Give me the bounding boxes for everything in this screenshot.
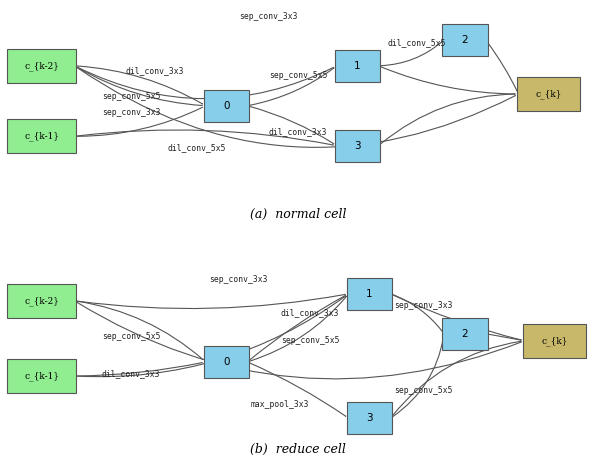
- FancyArrowPatch shape: [77, 294, 345, 308]
- FancyArrowPatch shape: [77, 66, 203, 104]
- FancyBboxPatch shape: [442, 24, 488, 56]
- FancyArrowPatch shape: [77, 107, 202, 136]
- Text: 3: 3: [366, 413, 373, 423]
- Text: sep_conv_3x3: sep_conv_3x3: [209, 275, 268, 284]
- FancyBboxPatch shape: [517, 77, 580, 111]
- FancyBboxPatch shape: [204, 90, 249, 122]
- Text: sep_conv_3x3: sep_conv_3x3: [239, 12, 297, 21]
- Text: 2: 2: [461, 329, 468, 339]
- FancyArrowPatch shape: [77, 67, 516, 148]
- FancyBboxPatch shape: [7, 284, 76, 318]
- Text: sep_conv_5x5: sep_conv_5x5: [281, 336, 339, 345]
- FancyArrowPatch shape: [393, 295, 521, 340]
- Text: sep_conv_5x5: sep_conv_5x5: [102, 331, 160, 341]
- FancyBboxPatch shape: [347, 402, 392, 434]
- Text: c_{k-1}: c_{k-1}: [24, 371, 59, 381]
- FancyArrowPatch shape: [77, 130, 333, 145]
- FancyArrowPatch shape: [77, 302, 521, 379]
- Text: 0: 0: [224, 357, 229, 367]
- FancyArrowPatch shape: [77, 67, 202, 106]
- FancyArrowPatch shape: [250, 297, 346, 361]
- Text: dil_conv_3x3: dil_conv_3x3: [269, 127, 327, 136]
- FancyBboxPatch shape: [7, 119, 76, 154]
- FancyArrowPatch shape: [77, 363, 202, 376]
- Text: (a)  normal cell: (a) normal cell: [250, 208, 346, 221]
- Text: sep_conv_5x5: sep_conv_5x5: [102, 92, 160, 101]
- Text: dil_conv_3x3: dil_conv_3x3: [281, 308, 339, 317]
- Text: 2: 2: [461, 35, 468, 45]
- FancyBboxPatch shape: [335, 50, 380, 82]
- Text: dil_conv_5x5: dil_conv_5x5: [167, 143, 226, 153]
- Text: dil_conv_3x3: dil_conv_3x3: [126, 66, 184, 75]
- Text: sep_conv_5x5: sep_conv_5x5: [394, 385, 452, 395]
- FancyArrowPatch shape: [250, 68, 334, 105]
- Text: sep_conv_3x3: sep_conv_3x3: [394, 301, 452, 310]
- FancyBboxPatch shape: [204, 346, 249, 378]
- Text: 1: 1: [354, 61, 361, 71]
- Text: 0: 0: [224, 101, 229, 111]
- FancyBboxPatch shape: [7, 359, 76, 393]
- FancyBboxPatch shape: [347, 278, 392, 310]
- FancyArrowPatch shape: [77, 296, 346, 376]
- Text: (b)  reduce cell: (b) reduce cell: [250, 443, 346, 456]
- Text: c_{k}: c_{k}: [535, 89, 561, 99]
- Text: c_{k}: c_{k}: [541, 336, 567, 345]
- FancyArrowPatch shape: [381, 42, 441, 66]
- Text: c_{k-1}: c_{k-1}: [24, 132, 59, 141]
- FancyBboxPatch shape: [523, 323, 586, 358]
- FancyArrowPatch shape: [381, 67, 515, 94]
- Text: c_{k-2}: c_{k-2}: [24, 296, 59, 306]
- FancyArrowPatch shape: [250, 363, 346, 416]
- Text: sep_conv_5x5: sep_conv_5x5: [269, 70, 327, 80]
- Text: max_pool_3x3: max_pool_3x3: [251, 400, 309, 409]
- Text: dil_conv_5x5: dil_conv_5x5: [388, 38, 446, 47]
- Text: sep_conv_3x3: sep_conv_3x3: [102, 108, 160, 118]
- FancyArrowPatch shape: [77, 67, 333, 99]
- Text: 1: 1: [366, 289, 373, 299]
- Text: c_{k-2}: c_{k-2}: [24, 61, 59, 70]
- FancyArrowPatch shape: [392, 341, 521, 416]
- Text: dil_conv_3x3: dil_conv_3x3: [102, 369, 160, 378]
- FancyArrowPatch shape: [77, 301, 203, 360]
- FancyArrowPatch shape: [393, 295, 442, 331]
- FancyBboxPatch shape: [335, 130, 380, 162]
- Text: 3: 3: [354, 141, 361, 151]
- FancyArrowPatch shape: [250, 296, 346, 360]
- FancyBboxPatch shape: [7, 48, 76, 83]
- FancyArrowPatch shape: [381, 94, 515, 144]
- FancyBboxPatch shape: [442, 318, 488, 350]
- FancyArrowPatch shape: [393, 337, 443, 417]
- FancyArrowPatch shape: [489, 334, 521, 340]
- FancyArrowPatch shape: [250, 107, 334, 144]
- FancyArrowPatch shape: [488, 42, 517, 91]
